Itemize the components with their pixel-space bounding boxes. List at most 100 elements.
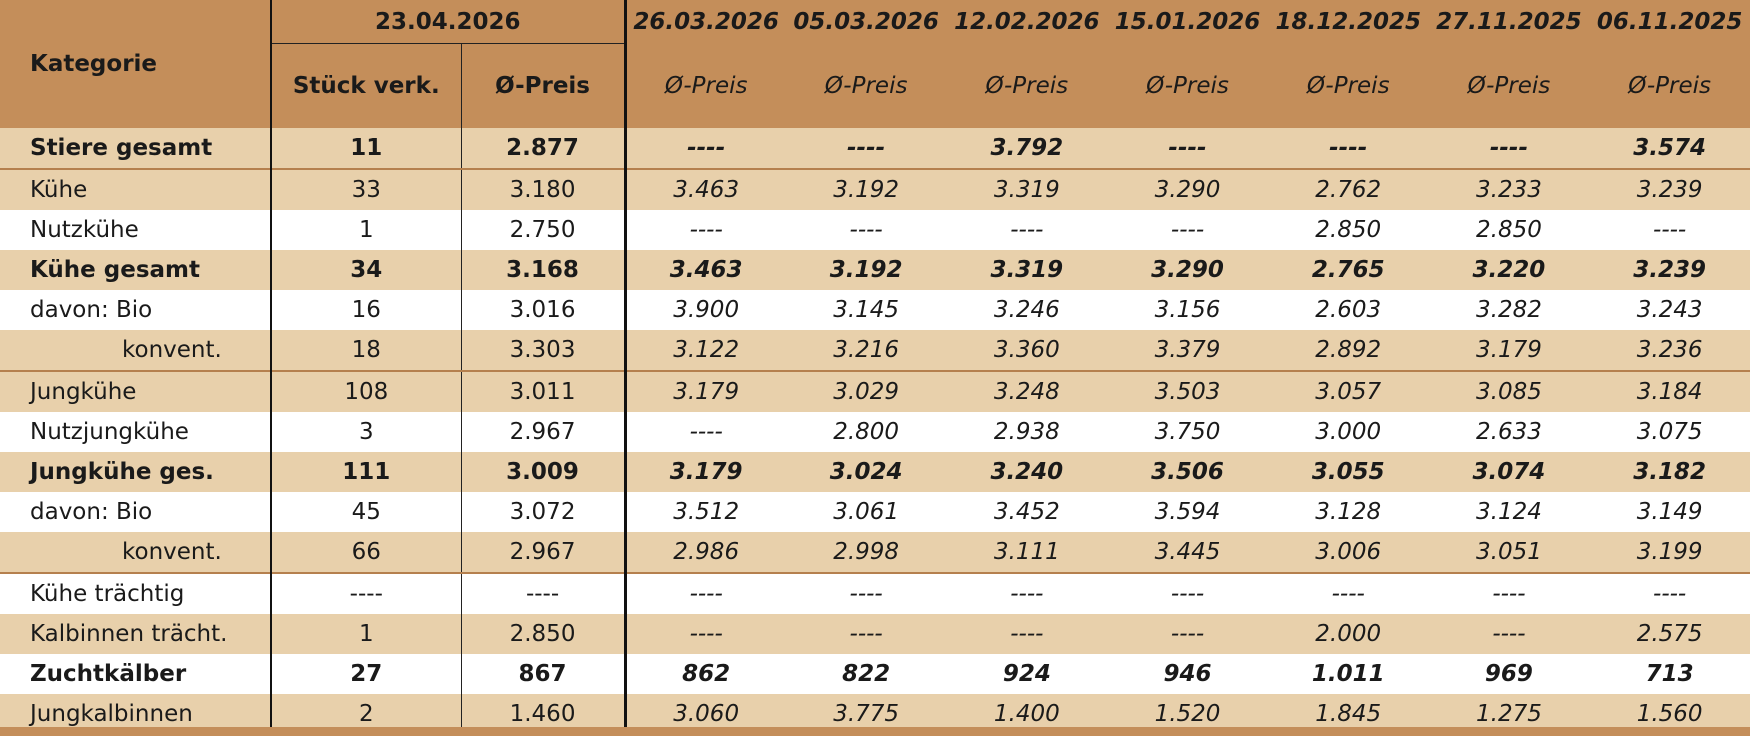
history-price-cell: ---- <box>625 614 786 654</box>
count-cell: ---- <box>271 572 462 614</box>
history-price-cell: ---- <box>946 572 1108 614</box>
history-price-cell: 3.006 <box>1267 532 1429 573</box>
price-cell: 3.009 <box>461 452 627 492</box>
history-price-cell: ---- <box>1267 572 1429 614</box>
history-price-cell: 2.986 <box>625 532 786 573</box>
history-price-cell: 3.074 <box>1428 452 1590 492</box>
history-price-cell: 2.575 <box>1589 614 1750 654</box>
history-price-cell: 822 <box>842 661 891 687</box>
history-price-cell: ---- <box>1653 217 1687 243</box>
history-price-cell: 3.199 <box>1589 532 1750 573</box>
history-price-cell: ---- <box>1428 128 1590 169</box>
history-price-cell: 2.762 <box>1267 168 1429 210</box>
history-price-cell: 3.319 <box>946 168 1108 210</box>
history-price-header: Ø-Preis <box>946 43 1108 128</box>
history-price-cell: ---- <box>1107 128 1268 169</box>
history-price-cell: 3.029 <box>785 370 947 412</box>
history-price-header: Ø-Preis <box>1107 43 1268 128</box>
history-price-cell: 3.512 <box>673 499 740 525</box>
history-date: 15.01.2026 <box>1107 0 1268 44</box>
price-cell: 2.877 <box>461 128 627 169</box>
history-price-cell: 3.220 <box>1428 250 1590 290</box>
row-label: Zuchtkälber <box>0 654 273 694</box>
row-label: Jungkühe <box>0 370 273 412</box>
history-price-cell: ---- <box>625 128 786 169</box>
table-row: konvent. 18 3.303 3.122 3.216 3.360 3.379 2.892… <box>0 330 1750 371</box>
history-price-cell: ---- <box>689 217 723 243</box>
table-row: Nutzjungkühe 3 2.967 ---- 2.800 2.938 3.750 3.0… <box>0 412 1750 452</box>
history-price-cell: 2.603 <box>1315 297 1382 323</box>
table-row: Kühe trächtig ---- ---- ---- ---- ---- ---- ---… <box>0 572 1750 614</box>
row-label: Kalbinnen trächt. <box>0 614 273 654</box>
history-price-cell: 3.594 <box>1154 499 1221 525</box>
history-date: 26.03.2026 <box>625 0 786 44</box>
bottom-bar <box>0 727 1750 736</box>
history-price-cell: 3.124 <box>1476 499 1542 525</box>
history-date: 27.11.2025 <box>1428 0 1590 44</box>
count-cell: 66 <box>271 532 462 573</box>
history-price-cell: 924 <box>1002 661 1051 687</box>
history-price-cell: ---- <box>689 419 723 445</box>
price-cell: 867 <box>461 654 627 694</box>
history-price-cell: 3.463 <box>625 250 786 290</box>
history-price-cell: 3.000 <box>1315 419 1382 445</box>
row-label: Kühe gesamt <box>0 250 273 290</box>
history-price-header: Ø-Preis <box>625 43 786 128</box>
history-price-cell: 3.061 <box>833 499 900 525</box>
count-header: Stück verk. <box>271 43 462 128</box>
price-header: Ø-Preis <box>461 43 627 128</box>
history-price-cell: 3.128 <box>1315 499 1382 525</box>
row-label: davon: Bio <box>0 290 273 330</box>
count-cell: 45 <box>271 492 462 532</box>
history-price-cell: 3.574 <box>1589 128 1750 169</box>
history-price-cell: 969 <box>1484 661 1533 687</box>
price-cell: 2.967 <box>461 412 627 452</box>
history-price-cell: 862 <box>682 661 731 687</box>
count-cell: 16 <box>271 290 462 330</box>
count-cell: 1 <box>271 210 462 250</box>
history-price-cell: 3.149 <box>1636 499 1703 525</box>
history-price-cell: 3.156 <box>1154 297 1221 323</box>
history-price-cell: 3.900 <box>673 297 740 323</box>
history-price-cell: ---- <box>785 128 947 169</box>
history-price-cell: 3.506 <box>1107 452 1268 492</box>
price-cell: 2.967 <box>461 532 627 573</box>
count-cell: 34 <box>271 250 462 290</box>
history-price-cell: 3.233 <box>1428 168 1590 210</box>
history-price-cell: 3.240 <box>946 452 1108 492</box>
price-cell: 3.168 <box>461 250 627 290</box>
table-row: davon: Bio 45 3.072 3.512 3.061 3.452 3.594 3.1… <box>0 492 1750 532</box>
price-cell: 3.303 <box>461 330 627 371</box>
table-row: Zuchtkälber 27 867 862 822 924 946 1.011 969 713 <box>0 654 1750 694</box>
history-price-header: Ø-Preis <box>1267 43 1429 128</box>
history-price-cell: ---- <box>1010 217 1044 243</box>
current-date: 23.04.2026 <box>271 0 627 44</box>
history-price-cell: 3.216 <box>785 330 947 371</box>
row-label: Stiere gesamt <box>0 128 273 169</box>
count-cell: 18 <box>271 330 462 371</box>
history-price-cell: 2.633 <box>1476 419 1542 445</box>
history-price-cell: 3.145 <box>833 297 900 323</box>
count-cell: 33 <box>271 168 462 210</box>
count-cell: 1 <box>271 614 462 654</box>
history-price-cell: ---- <box>785 614 947 654</box>
history-price-cell: 3.282 <box>1476 297 1542 323</box>
history-price-cell: 3.503 <box>1107 370 1268 412</box>
history-price-cell: 3.179 <box>625 370 786 412</box>
history-price-cell: 3.750 <box>1154 419 1221 445</box>
history-price-header: Ø-Preis <box>1589 43 1750 128</box>
row-label: Nutzkühe <box>0 210 273 250</box>
count-cell: 3 <box>271 412 462 452</box>
history-price-cell: 1.011 <box>1311 661 1385 687</box>
history-price-cell: 2.850 <box>1476 217 1542 243</box>
history-price-cell: 2.938 <box>993 419 1060 445</box>
price-cell: 3.072 <box>461 492 627 532</box>
row-label: Kühe <box>0 168 273 210</box>
price-cell: 3.016 <box>461 290 627 330</box>
history-price-cell: 3.075 <box>1636 419 1703 445</box>
history-price-cell: ---- <box>1107 614 1268 654</box>
price-cell: 3.011 <box>461 370 627 412</box>
history-price-cell: 3.445 <box>1107 532 1268 573</box>
